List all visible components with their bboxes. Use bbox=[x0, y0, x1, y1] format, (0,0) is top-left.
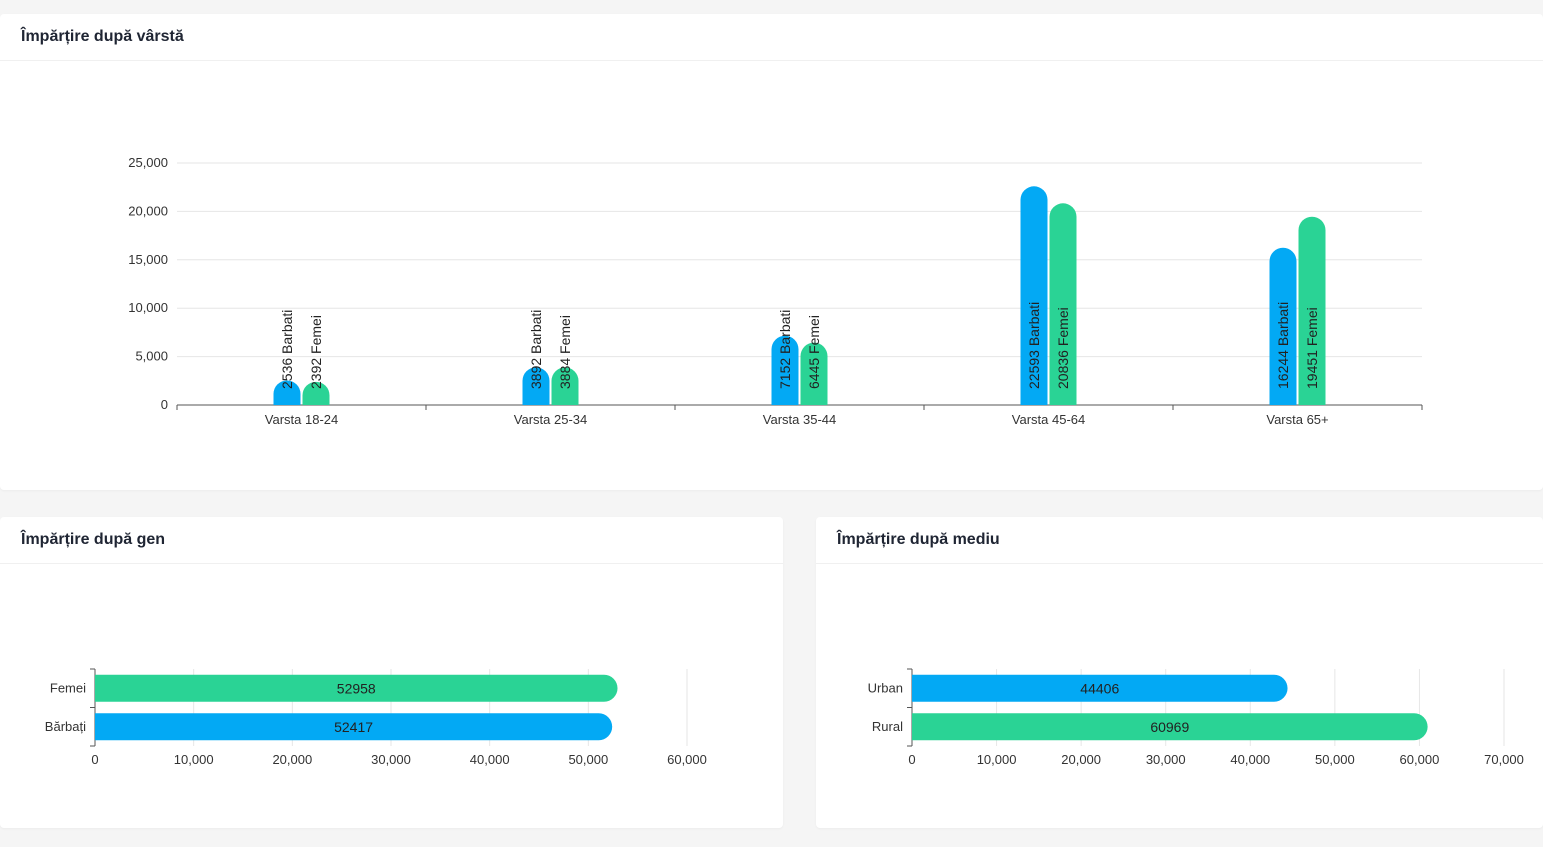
bar-femei bbox=[95, 674, 618, 702]
y-tick-label: 10,000 bbox=[128, 300, 168, 315]
y-tick-label: 15,000 bbox=[128, 252, 168, 267]
data-label-b-rba-i: 52417 bbox=[334, 719, 373, 735]
data-label-rural: 60969 bbox=[1150, 719, 1189, 735]
bar-varsta-18-24-series-1 bbox=[302, 381, 330, 405]
gender-card-title: Împărțire după gen bbox=[21, 531, 166, 548]
bar-varsta-45-64-series-0 bbox=[1020, 186, 1048, 405]
y-tick-label: 5,000 bbox=[135, 349, 168, 364]
data-label-varsta-35-44-series-1: 6445 Femei bbox=[806, 315, 822, 389]
x-tick-label: 10,000 bbox=[977, 752, 1017, 767]
bar-urban bbox=[912, 674, 1288, 702]
y-tick-label: 25,000 bbox=[128, 155, 168, 170]
x-tick-label: 20,000 bbox=[1061, 752, 1101, 767]
x-tick-label: 20,000 bbox=[272, 752, 312, 767]
gender-bar-chart: 0 10,000 20,000 30,000 40,000 50,000 60,000 Fem… bbox=[45, 668, 707, 767]
data-label-varsta-45-64-series-1: 20836 Femei bbox=[1055, 307, 1071, 389]
x-tick-label: 30,000 bbox=[1146, 752, 1186, 767]
x-tick-label: 50,000 bbox=[568, 752, 608, 767]
x-tick-label-varsta-45-64: Varsta 45-64 bbox=[1012, 412, 1085, 427]
data-label-varsta-18-24-series-1: 2392 Femei bbox=[308, 315, 324, 389]
age-card-header: Împărțire după vârstă bbox=[0, 14, 1543, 61]
x-tick-label: 0 bbox=[91, 752, 98, 767]
x-tick-label-varsta-65: Varsta 65+ bbox=[1266, 412, 1328, 427]
x-tick-label: 10,000 bbox=[174, 752, 214, 767]
y-tick-label-rural: Rural bbox=[872, 719, 903, 734]
environment-card-header: Împărțire după mediu bbox=[816, 517, 1543, 564]
y-tick-label: 0 bbox=[161, 397, 168, 412]
x-tick-label-varsta-25-34: Varsta 25-34 bbox=[514, 412, 587, 427]
x-tick-label: 70,000 bbox=[1484, 752, 1524, 767]
y-tick-label: 20,000 bbox=[128, 203, 168, 218]
x-tick-label-varsta-35-44: Varsta 35-44 bbox=[763, 412, 836, 427]
bar-b-rba-i bbox=[95, 713, 613, 741]
x-tick-label: 40,000 bbox=[1230, 752, 1270, 767]
bar-varsta-45-64-series-1 bbox=[1049, 203, 1077, 405]
gender-distribution-card: Împărțire după gen 0 10,000 20,000 30,000 40… bbox=[0, 517, 783, 828]
bar-varsta-35-44-series-0 bbox=[771, 335, 799, 405]
age-bar-chart: 0 5,000 10,000 15,000 20,000 25,000 Varsta 18-… bbox=[128, 155, 1423, 427]
y-tick-label-femei: Femei bbox=[50, 680, 86, 695]
bar-varsta-65-series-1 bbox=[1298, 216, 1326, 405]
y-tick-label-urban: Urban bbox=[868, 680, 903, 695]
bar-varsta-25-34-series-1 bbox=[551, 367, 579, 405]
data-label-varsta-35-44-series-0: 7152 Barbati bbox=[777, 310, 793, 389]
environment-distribution-card: Împărțire după mediu 0 10,000 20,000 30,000… bbox=[816, 517, 1543, 828]
x-tick-label: 40,000 bbox=[470, 752, 510, 767]
age-distribution-card: Împărțire după vârstă 0 5,000 10,000 15,000… bbox=[0, 14, 1543, 490]
x-tick-label: 60,000 bbox=[667, 752, 707, 767]
data-label-varsta-65-series-0: 16244 Barbati bbox=[1275, 302, 1291, 389]
bar-varsta-65-series-0 bbox=[1269, 247, 1297, 405]
x-tick-label: 50,000 bbox=[1315, 752, 1355, 767]
bar-varsta-25-34-series-0 bbox=[522, 367, 550, 405]
x-tick-label: 60,000 bbox=[1400, 752, 1440, 767]
data-label-varsta-18-24-series-0: 2536 Barbati bbox=[279, 310, 295, 389]
data-label-varsta-65-series-1: 19451 Femei bbox=[1304, 307, 1320, 389]
x-tick-label: 0 bbox=[908, 752, 915, 767]
data-label-varsta-45-64-series-0: 22593 Barbati bbox=[1026, 302, 1042, 389]
bar-varsta-35-44-series-1 bbox=[800, 342, 828, 405]
bar-rural bbox=[912, 713, 1428, 741]
y-tick-label-b-rba-i: Bărbați bbox=[45, 719, 86, 734]
bar-varsta-18-24-series-0 bbox=[273, 380, 301, 405]
environment-card-title: Împărțire după mediu bbox=[837, 531, 1000, 548]
data-label-femei: 52958 bbox=[337, 680, 376, 696]
age-card-title: Împărțire după vârstă bbox=[21, 28, 184, 45]
environment-bar-chart: 0 10,000 20,000 30,000 40,000 50,000 60,000 70,… bbox=[868, 668, 1524, 767]
gender-card-header: Împărțire după gen bbox=[0, 517, 783, 564]
data-label-urban: 44406 bbox=[1080, 680, 1119, 696]
data-label-varsta-25-34-series-0: 3892 Barbati bbox=[528, 310, 544, 389]
x-tick-label-varsta-18-24: Varsta 18-24 bbox=[265, 412, 338, 427]
x-tick-label: 30,000 bbox=[371, 752, 411, 767]
data-label-varsta-25-34-series-1: 3884 Femei bbox=[557, 315, 573, 389]
